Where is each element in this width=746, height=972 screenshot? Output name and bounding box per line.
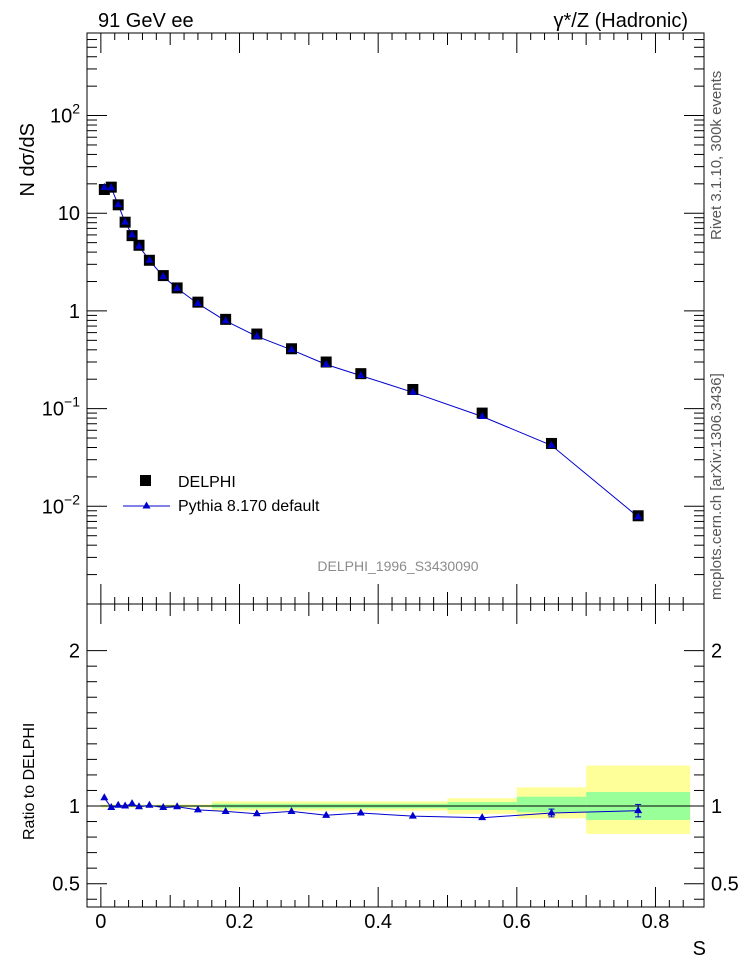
main-y-tick-label: 10 [58,203,80,225]
ratio-pythia-point [408,811,417,819]
legend: DELPHI Pythia 8.170 default [123,474,320,515]
ratio-y-axis-title: Ratio to DELPHI [21,723,38,840]
ratio-pythia-point [114,800,123,808]
pythia-point [107,183,116,191]
pythia-point [478,412,487,420]
header-right-label: γ*/Z (Hadronic) [554,10,688,32]
ratio-pythia-point [221,806,230,814]
pythia-point [100,182,109,190]
pythia-line [104,186,639,518]
main-frame [86,32,705,605]
main-y-tick-label: 10−1 [42,394,80,421]
ratio-pythia-point [134,802,143,810]
x-tick-label: 0.6 [503,911,531,933]
ratio-pythia-point [145,800,154,808]
pythia-point [145,255,154,263]
ratio-pythia-point [634,806,643,814]
ratio-y-tick-label-right: 0.5 [711,874,739,896]
ratio-pythia-point [100,793,109,801]
ratio-pythia-point [159,803,168,811]
x-tick-label: 0.8 [642,911,670,933]
pythia-point [121,217,130,225]
legend-pythia-label: Pythia 8.170 default [178,498,320,515]
ratio-y-tick-label-right: 1 [711,796,722,818]
ratio-bands [100,765,691,834]
legend-pythia-marker [142,501,151,509]
pythia-point [408,387,417,395]
ratio-pythia-point [287,806,296,814]
pythia-point [134,241,143,249]
main-axes: 10−2 10−1 1 10 102 [42,32,704,605]
main-panel: 10−2 10−1 1 10 102 DELPHI_1996_S3430090 N dσ… [17,32,705,605]
pythia-point [221,316,230,324]
x-axis-title: S [693,938,706,960]
main-y-tick-label: 1 [69,301,80,323]
x-tick-label: 0 [95,911,106,933]
ratio-y-tick-label-left: 1 [69,796,80,818]
rivet-version-label: Rivet 3.1.10, 300k events [708,71,725,240]
pythia-point [159,272,168,280]
ratio-band-inner [516,796,587,813]
ratio-panel: 0.5 0.51 12 20 0.2 0.4 0.6 0.8 Ratio to DELPHI … [21,603,739,960]
ratio-pythia-point [121,801,130,809]
main-y-axis-title: N dσ/dS [17,123,39,197]
ratio-marks [100,793,643,821]
analysis-watermark: DELPHI_1996_S3430090 [317,558,478,574]
pythia-point [356,371,365,379]
pythia-point [322,359,331,367]
pythia-point [173,283,182,291]
pythia-point [128,230,137,238]
source-label: mcplots.cern.ch [arXiv:1306.3436] [708,373,725,600]
ratio-axes: 0.5 0.5 1 1 2 2 0 0.2 0.4 0.6 0.8 [52,604,739,933]
ratio-y-tick-label-right: 2 [711,641,722,663]
main-y-tick-label: 102 [50,101,80,128]
ratio-pythia-point [107,803,116,811]
ratio-pythia-point [193,805,202,813]
ratio-pythia-point [356,808,365,816]
ratio-pythia-point [547,808,556,816]
ratio-y-tick-label-left: 2 [69,641,80,663]
pythia-point [547,440,556,448]
x-tick-label: 0.2 [226,911,254,933]
ratio-pythia-point [128,799,137,807]
pythia-point [114,200,123,208]
pythia-point [287,345,296,353]
ratio-pythia-point [322,810,331,818]
ratio-pythia-point [478,813,487,821]
main-y-tick-label: 10−2 [42,491,80,518]
ratio-frame [86,603,705,908]
ratio-pythia-point [252,809,261,817]
ratio-y-tick-label-left: 0.5 [52,874,80,896]
pythia-point [634,512,643,520]
pythia-point [193,299,202,307]
pythia-point [252,331,261,339]
legend-delphi-marker [140,475,151,486]
ratio-pythia-point [173,802,182,810]
x-tick-label: 0.4 [364,911,392,933]
main-marks [98,181,644,522]
header-left-label: 91 GeV ee [98,10,194,32]
legend-delphi-label: DELPHI [178,474,236,491]
